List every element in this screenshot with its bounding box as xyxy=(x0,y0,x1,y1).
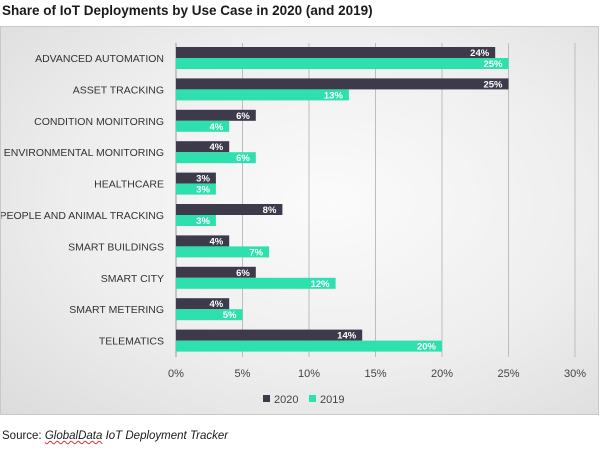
legend-label-2020: 2020 xyxy=(274,394,298,406)
bar-2020-condition-monitoring xyxy=(176,109,256,121)
legend-label-2019: 2019 xyxy=(320,394,344,406)
data-label-2019-environmental-monitoring: 6% xyxy=(236,153,250,164)
data-label-2020-smart-city: 6% xyxy=(236,268,250,279)
source-rest: IoT Deployment Tracker xyxy=(102,430,229,442)
bar-2020-advanced-automation xyxy=(176,47,496,58)
legend-swatch-2019 xyxy=(309,395,316,402)
bar-2019-people-and-animal-tracking xyxy=(176,215,216,226)
bar-2020-environmental-monitoring xyxy=(176,141,230,153)
x-tick-label: 10% xyxy=(298,368,320,380)
data-label-2019-telematics: 20% xyxy=(417,342,437,353)
x-tick-label: 25% xyxy=(497,368,519,380)
bars xyxy=(176,47,509,352)
source-name: GlobalData xyxy=(44,430,103,442)
bar-2019-smart-metering xyxy=(176,309,243,321)
category-label-people-and-animal-tracking: PEOPLE AND ANIMAL TRACKING xyxy=(1,210,164,222)
legend: 2020 2019 xyxy=(263,394,344,406)
category-label-smart-city: SMART CITY xyxy=(101,273,164,285)
bar-2019-asset-tracking xyxy=(176,89,349,101)
data-label-2019-smart-buildings: 7% xyxy=(249,247,263,258)
bar-2019-smart-city xyxy=(176,277,336,289)
data-label-2019-advanced-automation: 25% xyxy=(483,59,503,70)
bar-2020-smart-city xyxy=(176,266,256,278)
data-label-2019-asset-tracking: 13% xyxy=(324,90,344,101)
data-label-2020-healthcare: 3% xyxy=(196,174,210,185)
bar-2020-healthcare xyxy=(176,172,216,184)
data-label-2020-environmental-monitoring: 4% xyxy=(209,142,223,153)
category-label-smart-buildings: SMART BUILDINGS xyxy=(68,241,164,253)
data-label-2019-condition-monitoring: 4% xyxy=(209,122,223,133)
data-label-2019-smart-metering: 5% xyxy=(223,310,237,321)
bar-2019-healthcare xyxy=(176,183,216,195)
data-label-2020-smart-metering: 4% xyxy=(209,299,223,310)
bar-chart: 0% 5% 10% 15% 20% 25% 30% ADVANCED AUTOMATION 24… xyxy=(1,43,586,406)
data-label-2019-people-and-animal-tracking: 3% xyxy=(196,216,210,227)
data-label-2019-healthcare: 3% xyxy=(196,185,210,196)
category-label-environmental-monitoring: ENVIRONMENTAL MONITORING xyxy=(4,147,164,159)
x-tick-label: 0% xyxy=(168,368,184,380)
data-label-2020-asset-tracking: 25% xyxy=(483,79,503,90)
bar-2020-smart-metering xyxy=(176,298,230,310)
chart-title: Share of IoT Deployments by Use Case in … xyxy=(2,3,373,18)
category-label-healthcare: HEALTHCARE xyxy=(94,179,164,191)
bar-2019-smart-buildings xyxy=(176,246,270,258)
data-label-2019-smart-city: 12% xyxy=(311,279,331,290)
data-label-2020-smart-buildings: 4% xyxy=(209,236,223,247)
category-label-telematics: TELEMATICS xyxy=(99,336,164,348)
data-label-2020-condition-monitoring: 6% xyxy=(236,111,250,122)
bar-2019-telematics xyxy=(176,340,442,352)
category-label-condition-monitoring: CONDITION MONITORING xyxy=(34,116,164,128)
bar-2020-smart-buildings xyxy=(176,235,230,247)
chart-frame: 0% 5% 10% 15% 20% 25% 30% ADVANCED AUTOMATION 24… xyxy=(0,26,599,415)
bar-2019-advanced-automation xyxy=(176,58,509,69)
category-label-smart-metering: SMART METERING xyxy=(69,304,164,316)
bar-2020-asset-tracking xyxy=(176,78,509,90)
legend-swatch-2020 xyxy=(263,395,270,402)
bar-2019-environmental-monitoring xyxy=(176,152,256,164)
data-label-2020-telematics: 14% xyxy=(337,331,357,342)
bar-2020-people-and-animal-tracking xyxy=(176,204,283,215)
x-tick-label: 20% xyxy=(431,368,453,380)
labels: 0% 5% 10% 15% 20% 25% 30% ADVANCED AUTOMATION 24… xyxy=(1,48,586,380)
data-label-2020-people-and-animal-tracking: 8% xyxy=(263,205,277,216)
source-note: Source: GlobalData IoT Deployment Tracke… xyxy=(2,430,228,442)
category-label-asset-tracking: ASSET TRACKING xyxy=(73,84,164,96)
x-tick-label: 30% xyxy=(564,368,586,380)
x-tick-label: 5% xyxy=(235,368,251,380)
category-label-advanced-automation: ADVANCED AUTOMATION xyxy=(35,53,164,65)
x-tick-label: 15% xyxy=(364,368,386,380)
bar-2020-telematics xyxy=(176,329,363,341)
data-label-2020-advanced-automation: 24% xyxy=(470,48,490,59)
source-prefix: Source: xyxy=(2,430,45,442)
bar-2019-condition-monitoring xyxy=(176,120,230,132)
